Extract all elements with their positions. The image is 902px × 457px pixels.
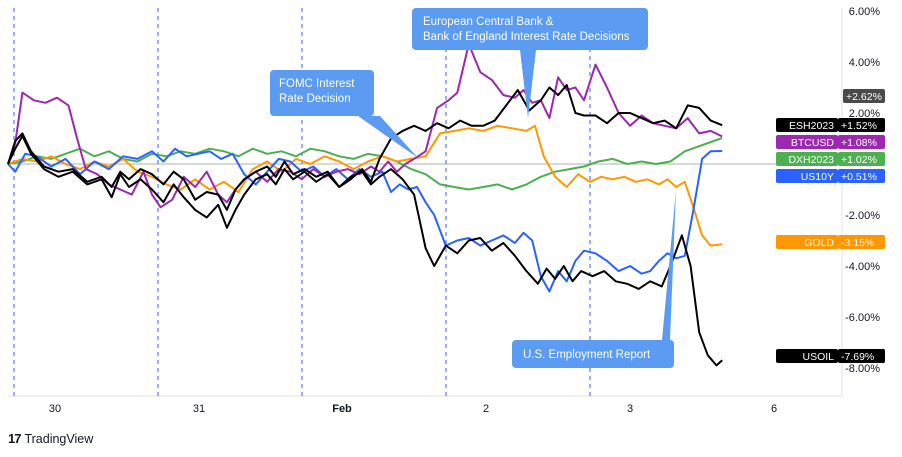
series-line-btcusd <box>7 43 723 209</box>
tradingview-wordmark: TradingView <box>24 431 94 446</box>
y-tick-label: -4.00% <box>845 261 880 273</box>
badge-value: +1.08% <box>841 137 877 149</box>
grey-price-badge-value: +2.62% <box>846 91 882 103</box>
badge-label: US10Y <box>801 171 834 183</box>
badge-label: GOLD <box>804 237 834 249</box>
badge-value: -3.15% <box>841 237 874 249</box>
x-tick-label: 2 <box>483 403 489 415</box>
badge-value-bg <box>838 118 885 132</box>
series-line-esh2023 <box>7 84 723 211</box>
ecb-callout-line1: European Central Bank & <box>423 16 554 28</box>
badge-value-bg <box>838 135 885 149</box>
nfp-callout-box <box>512 190 676 368</box>
fomc-callout-line1: FOMC Interest <box>279 78 355 90</box>
y-tick-label: 2.00% <box>849 108 880 120</box>
badge-label-bg <box>776 135 838 149</box>
badge-value-bg <box>838 169 885 183</box>
badge-label-bg <box>776 349 838 363</box>
ecb-callout-box <box>412 8 648 118</box>
badge-value: -7.69% <box>841 351 874 363</box>
x-tick-label: 6 <box>771 403 777 415</box>
y-tick-label: 4.00% <box>849 57 880 69</box>
badge-label-bg <box>776 118 838 132</box>
y-tick-label: -6.00% <box>845 312 880 324</box>
fomc-callout-line2: Rate Decision <box>279 93 351 105</box>
grey-price-badge <box>843 89 885 103</box>
badge-label-bg <box>776 169 838 183</box>
badge-label: ESH2023 <box>789 120 834 132</box>
y-tick-label: -2.00% <box>845 210 880 222</box>
x-tick-label: 3 <box>627 403 633 415</box>
y-tick-label: -8.00% <box>845 363 880 375</box>
badge-label-bg <box>776 235 838 249</box>
price-badges: +2.62% ESH2023 +1.52% BTCUSD +1.08% DXH2023 +1… <box>776 89 885 363</box>
series-line-usoil <box>7 135 723 367</box>
badge-label: DXH2023 <box>788 154 834 166</box>
x-tick-label: Feb <box>332 403 352 415</box>
fomc-callout-box <box>270 70 418 158</box>
tradingview-mark-icon: 17 <box>8 431 22 446</box>
ecb-callout-line2: Bank of England Interest Rate Decisions <box>423 31 630 43</box>
badge-value-bg <box>838 349 885 363</box>
x-tick-label: 31 <box>193 403 205 415</box>
x-tick-label: 30 <box>49 403 61 415</box>
series-layer <box>7 43 723 367</box>
y-tick-label: 6.00% <box>849 6 880 18</box>
callout-layer: FOMC Interest Rate Decision European Centr… <box>270 8 676 368</box>
badge-value: +0.51% <box>841 171 877 183</box>
nfp-callout-line1: U.S. Employment Report <box>523 349 651 361</box>
badge-value: +1.02% <box>841 154 877 166</box>
badge-value-bg <box>838 235 885 249</box>
badge-label-bg <box>776 152 838 166</box>
badge-value: +1.52% <box>841 120 877 132</box>
series-line-dxh2023 <box>7 137 723 191</box>
y-axis: 6.00% 4.00% 2.00% -2.00% -4.00% -6.00% -8.00% <box>845 6 880 375</box>
tradingview-logo[interactable]: 17 TradingView <box>8 431 93 446</box>
x-axis: 30 31 Feb 2 3 6 <box>49 403 777 415</box>
series-line-us10y <box>7 147 723 293</box>
badge-label: USOIL <box>802 351 834 363</box>
series-line-gold <box>7 124 723 247</box>
badge-label: BTCUSD <box>791 137 835 149</box>
badge-value-bg <box>838 152 885 166</box>
